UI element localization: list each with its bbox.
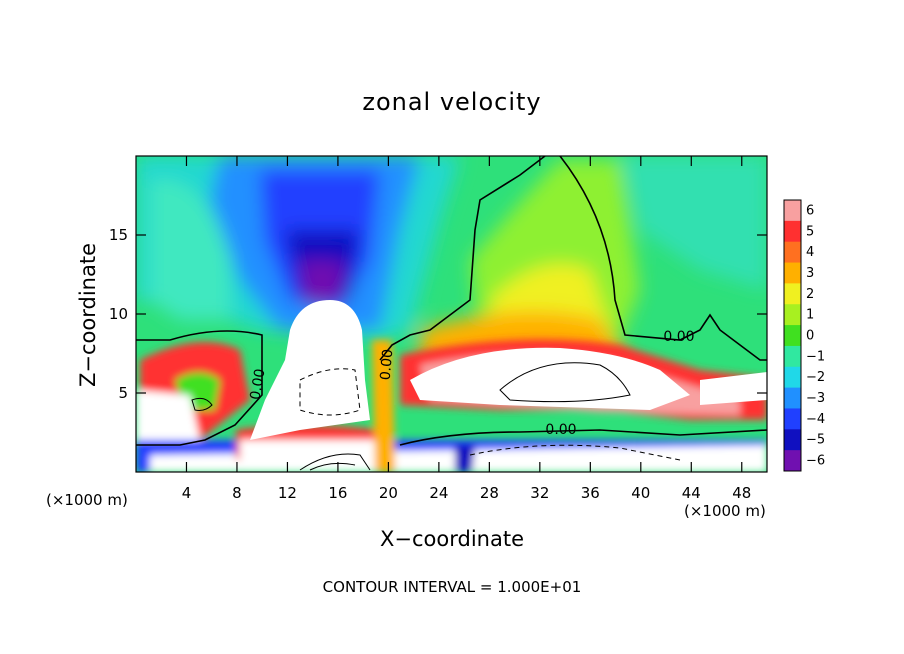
colorbar-label: −2 <box>806 370 825 385</box>
x-tick-label: 36 <box>581 484 600 502</box>
colorbar-swatch <box>784 262 801 284</box>
colorbar-swatch <box>784 304 801 326</box>
contour-label: 0.00 <box>663 329 694 345</box>
x-tick-label: 20 <box>379 484 398 502</box>
chart-title: zonal velocity <box>362 88 542 116</box>
colorbar-swatch <box>784 220 801 243</box>
colorbar-swatch <box>784 450 801 472</box>
y-tick-label: 10 <box>109 305 128 323</box>
contour-lines <box>136 156 767 446</box>
x-tick-label: 24 <box>429 484 448 502</box>
colorbar-label: 3 <box>806 266 814 281</box>
colorbar-label: −6 <box>806 454 825 469</box>
x-tick-label: 28 <box>480 484 499 502</box>
x-tick-label: 44 <box>682 484 701 502</box>
x-tick-label: 16 <box>328 484 347 502</box>
white-region-right <box>410 347 690 410</box>
x-axis-label: X−coordinate <box>380 527 524 551</box>
colorbar-swatch <box>784 366 801 389</box>
colorbar: 6 5 4 3 2 1 0 −1 −2 −3 −4 −5 −6 <box>783 199 825 472</box>
x-axis-unit-left: (×1000 m) <box>46 491 128 509</box>
colorbar-label: 6 <box>806 203 814 218</box>
x-tick-label: 8 <box>232 484 242 502</box>
white-region-far-right <box>700 372 767 405</box>
colorbar-swatch <box>784 345 801 368</box>
colorbar-label: −4 <box>806 412 825 427</box>
colorbar-frame <box>783 199 802 472</box>
contour-label: 0.00 <box>378 348 397 380</box>
colorbar-label: 4 <box>806 245 814 260</box>
colorbar-swatch <box>784 429 801 451</box>
white-region-center <box>250 300 370 440</box>
colorbar-label: −5 <box>806 433 825 448</box>
colorbar-swatch <box>784 241 801 264</box>
x-tick-label: 40 <box>631 484 650 502</box>
x-tick-label: 12 <box>278 484 297 502</box>
x-axis-unit-right: (×1000 m) <box>684 502 766 520</box>
color-field <box>136 156 767 472</box>
y-tick-label: 5 <box>118 384 128 402</box>
colorbar-label: 5 <box>806 224 814 239</box>
contour-label: 0.00 <box>545 422 576 438</box>
contour-label: 0.00 <box>247 368 268 401</box>
colorbar-label: 0 <box>806 329 814 344</box>
colorbar-swatch <box>784 387 801 409</box>
y-tick-label: 15 <box>109 226 128 244</box>
colorbar-swatch <box>784 325 801 347</box>
colorbar-label: −1 <box>806 349 825 364</box>
field-blobs-smooth <box>136 156 767 360</box>
x-tick-label: 48 <box>732 484 751 502</box>
colorbar-swatch <box>784 283 801 305</box>
colorbar-swatch <box>784 200 801 222</box>
contour-lines-dashed <box>299 368 681 461</box>
colorbar-swatch <box>784 408 801 430</box>
x-tick-label: 4 <box>182 484 192 502</box>
contour-lines-thin <box>191 362 631 471</box>
colorbar-label: 1 <box>806 308 814 323</box>
x-tick-label: 32 <box>530 484 549 502</box>
contour-interval-note: CONTOUR INTERVAL = 1.000E+01 <box>322 578 582 596</box>
colorbar-label: −3 <box>806 391 825 406</box>
colorbar-label: 2 <box>806 287 814 302</box>
